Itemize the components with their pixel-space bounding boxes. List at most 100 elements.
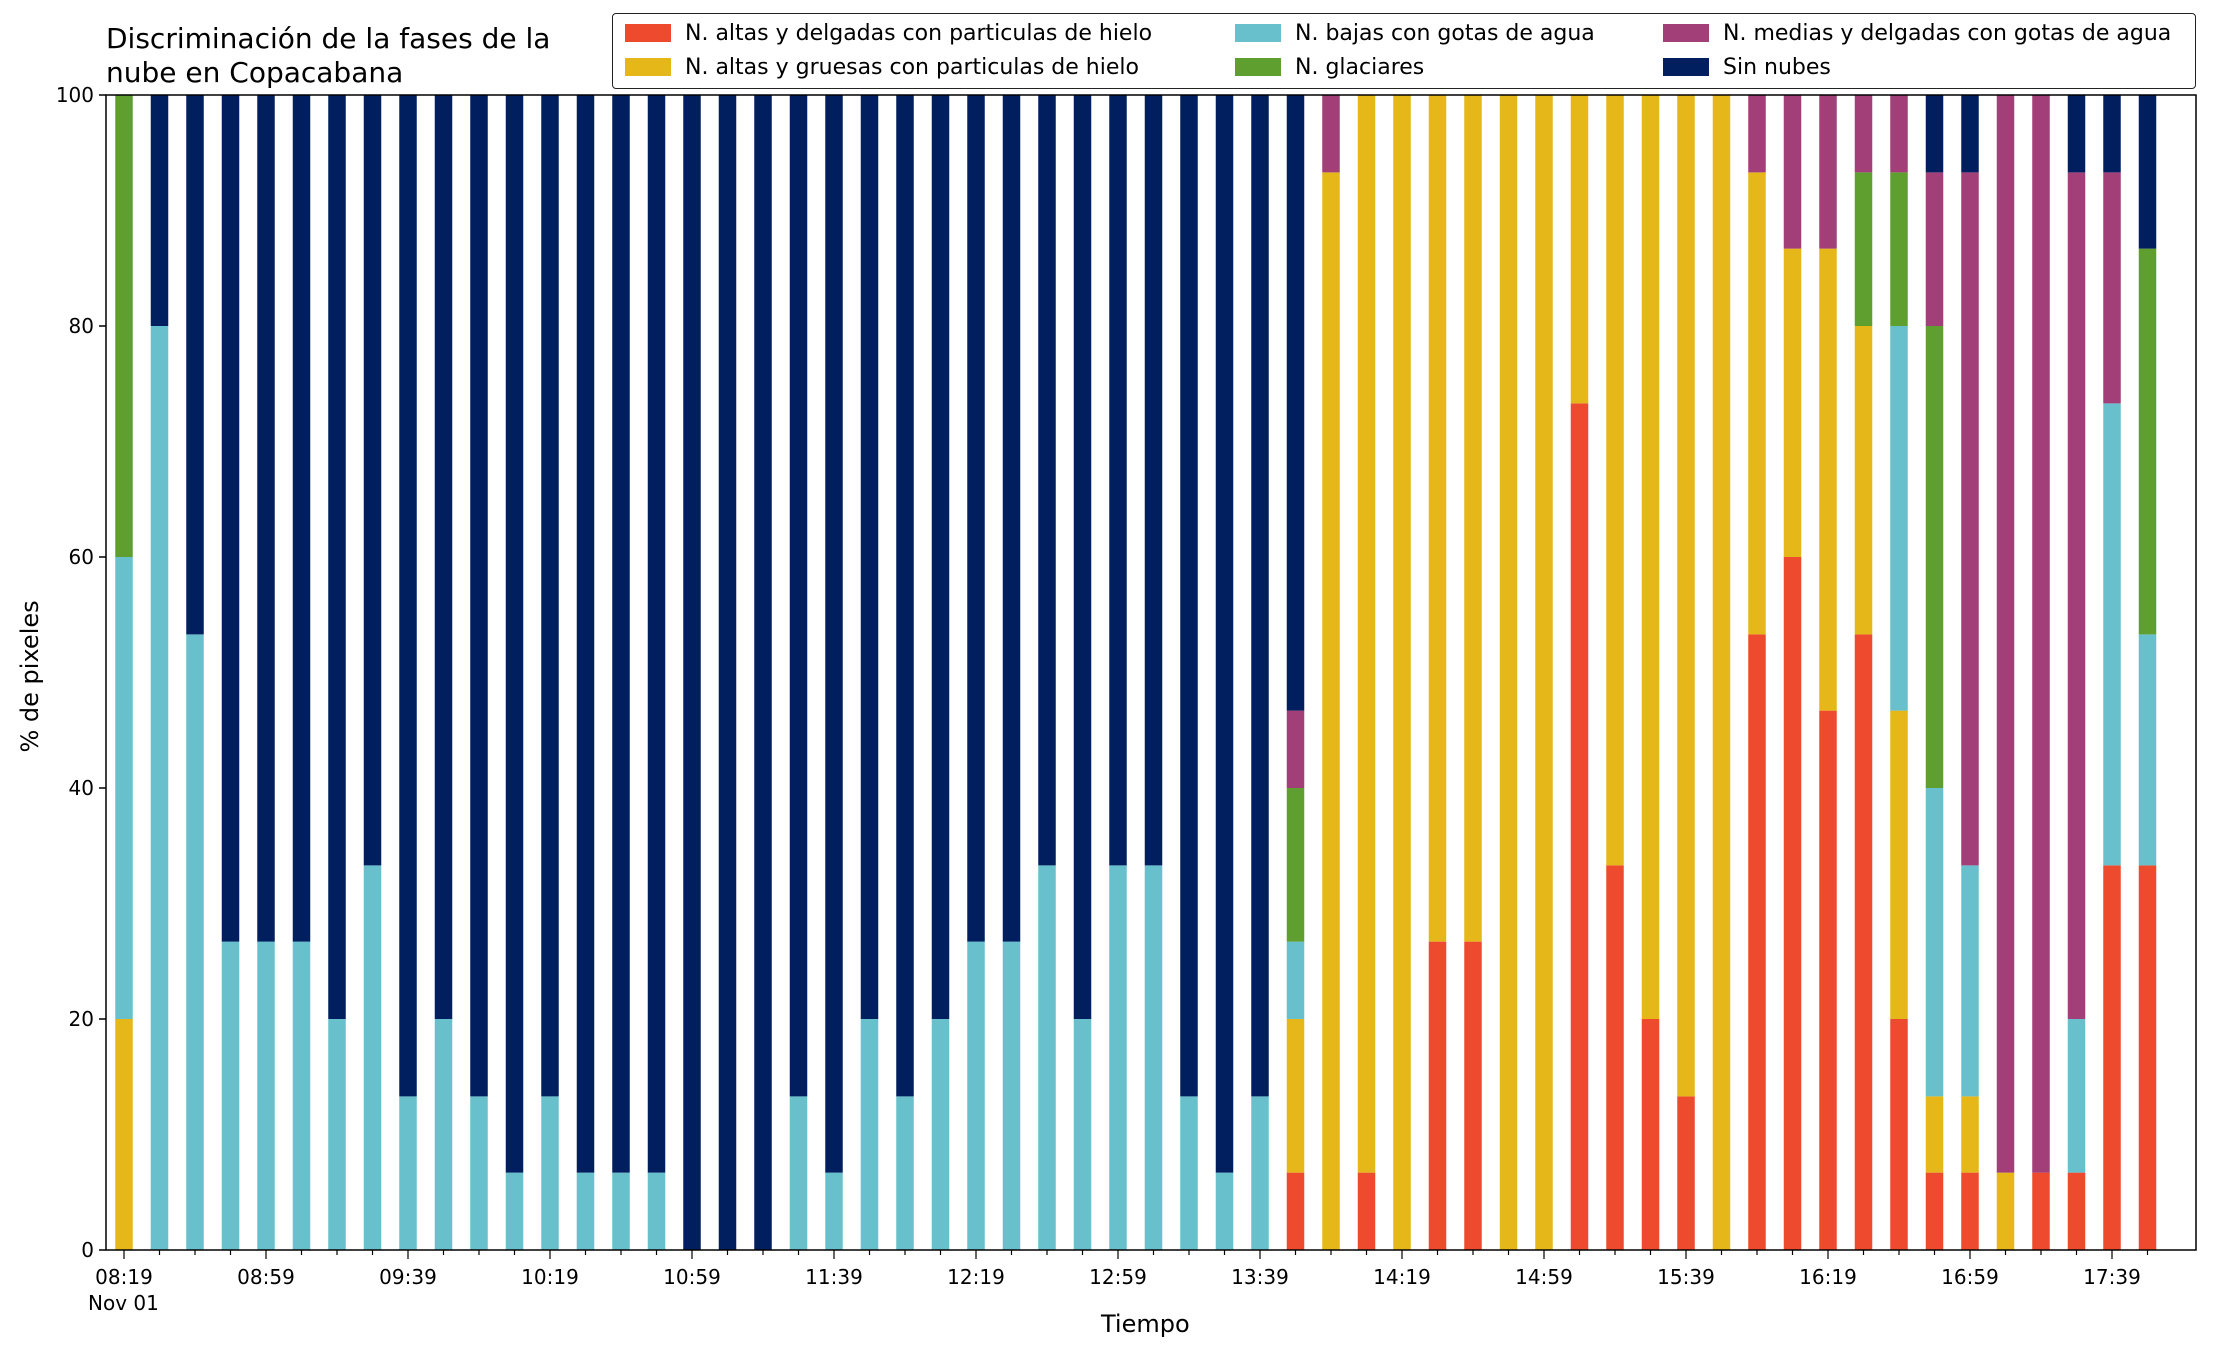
y-tick-label: 60 bbox=[69, 545, 94, 569]
bar-segment-0939-s5 bbox=[399, 95, 417, 1097]
bar-segment-1149-s2 bbox=[860, 1019, 879, 1250]
bar-segment-1649-s2 bbox=[1925, 788, 1944, 1097]
bar-segment-1039-s5 bbox=[612, 95, 630, 1173]
bar-segment-1529-s1 bbox=[1641, 95, 1660, 1019]
bar-segment-1729-s4 bbox=[2067, 172, 2086, 1019]
bar-segment-1649-s5 bbox=[1925, 95, 1944, 173]
y-axis-title: % de pixeles bbox=[16, 600, 44, 753]
bar-segment-0919-s2 bbox=[328, 1019, 346, 1250]
bar-segment-1649-s4 bbox=[1925, 172, 1944, 326]
bar-segment-1349-s4 bbox=[1286, 710, 1305, 788]
bar-segment-1629-s4 bbox=[1854, 95, 1873, 173]
legend-label: N. glaciares bbox=[1295, 55, 1425, 80]
bar-segment-0909-s2 bbox=[292, 941, 311, 1250]
bar-segment-1659-s4 bbox=[1961, 172, 1979, 866]
y-tick-label: 0 bbox=[81, 1238, 94, 1262]
bar-segment-1249-s2 bbox=[1073, 1019, 1092, 1250]
bar-segment-1249-s5 bbox=[1073, 95, 1092, 1019]
bar-segment-1749-s3 bbox=[2138, 248, 2157, 635]
bar-segment-1439-s0 bbox=[1464, 941, 1482, 1250]
bar-segment-1009-s2 bbox=[505, 1172, 524, 1250]
bar-segment-1709-s4 bbox=[1996, 95, 2015, 1173]
x-tick-label: 12:19 bbox=[947, 1265, 1005, 1289]
bar-segment-1239-s2 bbox=[1038, 865, 1056, 1250]
bar-segment-1039-s2 bbox=[612, 1172, 630, 1250]
bar-segment-1329-s2 bbox=[1215, 1172, 1234, 1250]
bar-segment-1639-s3 bbox=[1890, 172, 1908, 326]
bar-segment-1159-s2 bbox=[896, 1096, 914, 1250]
bar-segment-1529-s0 bbox=[1641, 1019, 1660, 1250]
bar-segment-0839-s2 bbox=[186, 634, 204, 1250]
bar-segment-1629-s0 bbox=[1854, 634, 1873, 1250]
bar-segment-0939-s2 bbox=[399, 1096, 417, 1250]
bar-segment-1559-s1 bbox=[1748, 172, 1766, 635]
legend-swatch bbox=[1663, 24, 1709, 42]
x-tick-label: 17:39 bbox=[2083, 1265, 2141, 1289]
bar-segment-1129-s5 bbox=[789, 95, 808, 1097]
bar-segment-1639-s0 bbox=[1890, 1019, 1908, 1250]
bar-segment-1639-s4 bbox=[1890, 95, 1908, 173]
x-tick-label: 09:39 bbox=[379, 1265, 437, 1289]
bars-layer bbox=[115, 95, 2157, 1250]
bar-segment-1739-s0 bbox=[2103, 865, 2121, 1250]
bar-segment-1549-s1 bbox=[1712, 95, 1731, 1250]
bar-segment-1219-s2 bbox=[967, 941, 985, 1250]
bar-segment-0819-s2 bbox=[115, 557, 133, 1019]
legend-label: N. altas y gruesas con particulas de hie… bbox=[685, 55, 1139, 80]
bar-segment-1619-s4 bbox=[1819, 95, 1837, 249]
bar-segment-0819-s3 bbox=[115, 95, 133, 557]
x-tick-label: 16:59 bbox=[1941, 1265, 1999, 1289]
bar-segment-1109-s5 bbox=[718, 95, 737, 1250]
bar-segment-1149-s5 bbox=[860, 95, 879, 1019]
bar-segment-0949-s2 bbox=[434, 1019, 453, 1250]
bar-segment-1629-s3 bbox=[1854, 172, 1873, 326]
bar-segment-1319-s2 bbox=[1180, 1096, 1198, 1250]
y-axis: 0 20 40 60 80 100 bbox=[56, 83, 106, 1262]
bar-segment-0859-s5 bbox=[257, 95, 275, 942]
bar-segment-1729-s0 bbox=[2067, 1172, 2086, 1250]
bar-segment-1049-s2 bbox=[647, 1172, 666, 1250]
bar-segment-1619-s0 bbox=[1819, 710, 1837, 1250]
bar-segment-1519-s1 bbox=[1606, 95, 1624, 866]
bar-segment-1709-s1 bbox=[1996, 1172, 2015, 1250]
bar-segment-1639-s2 bbox=[1890, 326, 1908, 711]
x-tick-label: 14:19 bbox=[1373, 1265, 1431, 1289]
bar-segment-0959-s5 bbox=[470, 95, 488, 1097]
x-tick-label: 13:39 bbox=[1231, 1265, 1289, 1289]
bar-segment-1649-s1 bbox=[1925, 1096, 1944, 1173]
bar-segment-1619-s1 bbox=[1819, 248, 1837, 711]
bar-segment-1259-s2 bbox=[1109, 865, 1127, 1250]
bar-segment-1019-s2 bbox=[541, 1096, 559, 1250]
legend-label: N. bajas con gotas de agua bbox=[1295, 21, 1595, 46]
bar-segment-1349-s2 bbox=[1286, 941, 1305, 1019]
bar-segment-1139-s5 bbox=[825, 95, 843, 1173]
y-tick-label: 100 bbox=[56, 83, 94, 107]
bar-segment-1159-s5 bbox=[896, 95, 914, 1097]
bar-segment-1739-s4 bbox=[2103, 172, 2121, 404]
x-tick-label: 08:59 bbox=[237, 1265, 295, 1289]
bar-segment-0829-s2 bbox=[150, 326, 169, 1250]
legend-label: Sin nubes bbox=[1723, 55, 1831, 80]
legend-item: N. glaciares bbox=[1235, 53, 1424, 83]
bar-segment-1509-s0 bbox=[1570, 403, 1589, 1250]
bar-segment-1409-s0 bbox=[1357, 1172, 1376, 1250]
bar-segment-1349-s1 bbox=[1286, 1019, 1305, 1173]
x-axis: 08:19 08:59 09:39 10:19 10:59 11:39 12:19 12:59… bbox=[88, 1250, 2149, 1315]
bar-segment-1309-s2 bbox=[1144, 865, 1163, 1250]
bar-segment-1659-s5 bbox=[1961, 95, 1979, 173]
legend-item: N. bajas con gotas de agua bbox=[1235, 19, 1595, 49]
bar-segment-1439-s1 bbox=[1464, 95, 1482, 942]
bar-segment-0849-s5 bbox=[221, 95, 240, 942]
bar-segment-1209-s2 bbox=[931, 1019, 950, 1250]
legend-swatch bbox=[1663, 58, 1709, 76]
bar-segment-0959-s2 bbox=[470, 1096, 488, 1250]
legend: N. altas y delgadas con particulas de hi… bbox=[612, 13, 2196, 89]
bar-segment-1659-s1 bbox=[1961, 1096, 1979, 1173]
bar-segment-1749-s2 bbox=[2138, 634, 2157, 866]
bar-segment-1119-s5 bbox=[754, 95, 772, 1250]
bar-segment-0919-s5 bbox=[328, 95, 346, 1019]
bar-segment-1519-s0 bbox=[1606, 865, 1624, 1250]
bar-segment-1459-s1 bbox=[1535, 95, 1553, 1250]
bar-segment-0949-s5 bbox=[434, 95, 453, 1019]
bar-segment-0849-s2 bbox=[221, 941, 240, 1250]
